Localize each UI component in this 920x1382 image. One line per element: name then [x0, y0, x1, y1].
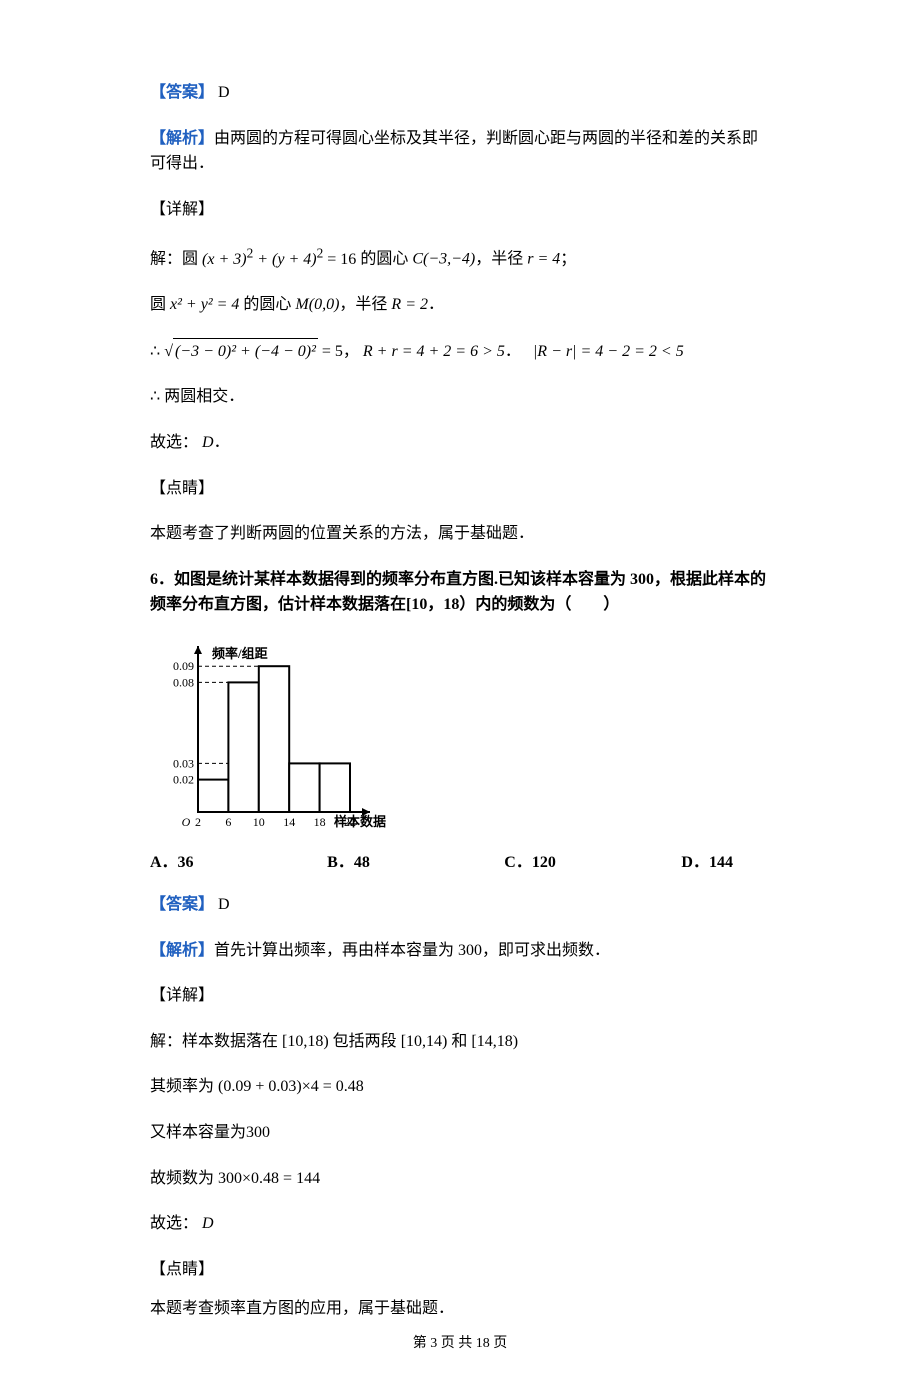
svg-text:10: 10: [253, 815, 265, 829]
svg-text:14: 14: [283, 815, 295, 829]
q6-analysis-line: 【解析】首先计算出频率，再由样本容量为 300，即可求出频数．: [150, 938, 770, 964]
t: + (y + 4): [253, 251, 316, 268]
sqrt: √(−3 − 0)² + (−4 − 0)²: [164, 343, 318, 360]
text: 解：圆: [150, 251, 198, 268]
text: 两圆相交．: [164, 388, 244, 405]
sel: D: [202, 1215, 214, 1232]
t: 其频率为: [150, 1078, 214, 1095]
q5-solve-4: ∴ 两圆相交．: [150, 384, 770, 410]
t: 解：样本数据落在: [150, 1033, 278, 1050]
analysis-label: 【解析】: [150, 942, 214, 959]
option-b: B．48: [327, 848, 504, 872]
svg-text:O: O: [182, 815, 191, 829]
sqrt-inner: (−3 − 0)² + (−4 − 0)²: [173, 338, 318, 365]
svg-text:6: 6: [225, 815, 231, 829]
q5-detail-label: 【详解】: [150, 197, 770, 223]
q6-select: 故选： D: [150, 1211, 770, 1237]
text: 的圆心: [243, 296, 291, 313]
count: 300×0.48 = 144: [218, 1170, 320, 1187]
q5-analysis-line: 【解析】由两圆的方程可得圆心坐标及其半径，判断圆心距与两圆的半径和差的关系即可得…: [150, 126, 770, 177]
histogram-svg: 0.020.030.080.09O2610141822频率/组距样本数据: [150, 638, 410, 838]
q5-select: 故选： D．: [150, 430, 770, 456]
q5-answer-line: 【答案】 D: [150, 80, 770, 106]
t: ；: [560, 251, 576, 268]
option-d: D．144: [681, 848, 770, 872]
option-a: A．36: [150, 848, 327, 872]
t: ．: [214, 434, 230, 451]
svg-text:样本数据: 样本数据: [334, 814, 386, 829]
answer-label: 【答案】: [150, 896, 214, 913]
int3: [14,18): [471, 1033, 518, 1050]
center2: M(0,0): [295, 296, 339, 313]
svg-text:18: 18: [314, 815, 326, 829]
q6-answer-value: D: [218, 896, 230, 913]
t: 包括两段: [333, 1033, 397, 1050]
answer-label: 【答案】: [150, 84, 214, 101]
svg-text:0.02: 0.02: [173, 773, 194, 787]
sel: D: [202, 434, 214, 451]
q6-hint-label: 【点睛】: [150, 1257, 770, 1283]
t: 又样本容量为300: [150, 1124, 270, 1141]
math-expr: (x + 3)2 + (y + 4)2 = 16: [202, 251, 356, 268]
text: 的圆心: [360, 251, 408, 268]
t: 和: [451, 1033, 467, 1050]
q6-number: 6．: [150, 571, 174, 588]
analysis-label: 【解析】: [150, 130, 214, 147]
page: 【答案】 D 【解析】由两圆的方程可得圆心坐标及其半径，判断圆心距与两圆的半径和…: [0, 0, 920, 1382]
q6-hint-text: 本题考查频率直方图的应用，属于基础题．: [150, 1296, 770, 1322]
t: ，: [343, 343, 359, 360]
q6-line3: 又样本容量为300: [150, 1120, 770, 1146]
therefore: ∴: [150, 388, 160, 405]
t: ，半径: [339, 296, 387, 313]
center1: C(−3,−4): [412, 251, 475, 268]
q6-stem-text: 如图是统计某样本数据得到的频率分布直方图.已知该样本容量为 300，根据此样本的…: [150, 571, 766, 614]
q6-line2: 其频率为 (0.09 + 0.03)×4 = 0.48: [150, 1074, 770, 1100]
option-c: C．120: [504, 848, 681, 872]
r1: r = 4: [527, 251, 560, 268]
int2: [10,14): [401, 1033, 448, 1050]
q6-detail-label: 【详解】: [150, 983, 770, 1009]
q5-analysis-text: 由两圆的方程可得圆心坐标及其半径，判断圆心距与两圆的半径和差的关系即可得出．: [150, 130, 758, 173]
q6-line1: 解：样本数据落在 [10,18) 包括两段 [10,14) 和 [14,18): [150, 1029, 770, 1055]
t: = 5: [318, 343, 343, 360]
t: 故选：: [150, 1215, 198, 1232]
q5-solve-2: 圆 x² + y² = 4 的圆心 M(0,0)，半径 R = 2．: [150, 292, 770, 318]
q5-hint-text: 本题考查了判断两圆的位置关系的方法，属于基础题．: [150, 521, 770, 547]
text: 故选：: [150, 434, 198, 451]
q6-analysis-text: 首先计算出频率，再由样本容量为 300，即可求出频数．: [214, 942, 610, 959]
svg-text:0.08: 0.08: [173, 675, 194, 689]
q5-solve-3: ∴ √(−3 − 0)² + (−4 − 0)² = 5， R + r = 4 …: [150, 338, 770, 365]
t: ．: [505, 343, 521, 360]
page-footer: 第 3 页 共 18 页: [0, 1332, 920, 1352]
text: 圆: [150, 296, 166, 313]
int1: [10,18): [282, 1033, 329, 1050]
q6-stem: 6．如图是统计某样本数据得到的频率分布直方图.已知该样本容量为 300，根据此样…: [150, 567, 770, 618]
r2: R = 2: [391, 296, 428, 313]
histogram: 0.020.030.080.09O2610141822频率/组距样本数据: [150, 638, 770, 843]
q5-answer-value: D: [218, 84, 230, 101]
t: ．: [428, 296, 444, 313]
t: (x + 3): [202, 251, 247, 268]
t: 故频数为: [150, 1170, 214, 1187]
eq2: x² + y² = 4: [170, 296, 239, 313]
t: = 16: [323, 251, 356, 268]
q6-options: A．36 B．48 C．120 D．144: [150, 848, 770, 872]
q5-solve-1: 解：圆 (x + 3)2 + (y + 4)2 = 16 的圆心 C(−3,−4…: [150, 242, 770, 272]
q6-answer-line: 【答案】 D: [150, 892, 770, 918]
t: ，半径: [475, 251, 523, 268]
q6-line4: 故频数为 300×0.48 = 144: [150, 1166, 770, 1192]
abs: |R − r| = 4 − 2 = 2 < 5: [533, 343, 684, 360]
sum: R + r = 4 + 2 = 6 > 5: [363, 343, 505, 360]
svg-text:0.09: 0.09: [173, 659, 194, 673]
freq: (0.09 + 0.03)×4 = 0.48: [218, 1078, 364, 1095]
therefore: ∴: [150, 343, 160, 360]
svg-text:0.03: 0.03: [173, 756, 194, 770]
svg-text:频率/组距: 频率/组距: [212, 646, 268, 661]
q5-hint-label: 【点睛】: [150, 476, 770, 502]
svg-text:2: 2: [195, 815, 201, 829]
